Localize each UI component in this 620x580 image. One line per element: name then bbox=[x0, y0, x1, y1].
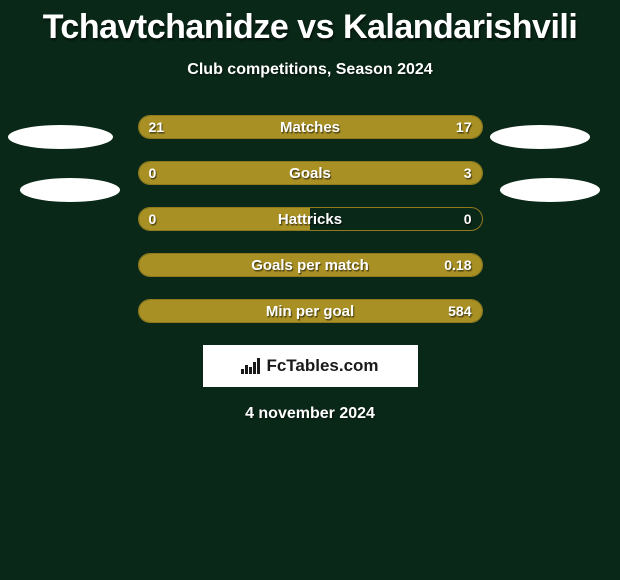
decorative-ellipse bbox=[20, 178, 120, 202]
stat-value-right: 3 bbox=[464, 162, 472, 184]
stat-value-right: 584 bbox=[448, 300, 471, 322]
decorative-ellipse bbox=[490, 125, 590, 149]
stat-row: Matches21 17 bbox=[138, 115, 483, 139]
stats-container: Matches2117Goals03Hattricks00Goals per m… bbox=[138, 115, 483, 323]
date-text: 4 november 2024 bbox=[0, 405, 620, 423]
source-badge[interactable]: FcTables.com bbox=[203, 345, 418, 387]
subtitle: Club competitions, Season 2024 bbox=[0, 61, 620, 79]
page-title: Tchavtchanidze vs Kalandarishvili bbox=[0, 0, 620, 47]
stat-label: Hattricks bbox=[139, 208, 482, 230]
stat-value-left: 0 bbox=[149, 162, 157, 184]
stat-label: Goals bbox=[139, 162, 482, 184]
stat-value-right: 0.18 bbox=[444, 254, 471, 276]
stat-row: Goals0 3 bbox=[138, 161, 483, 185]
stat-label: Matches bbox=[139, 116, 482, 138]
stat-row: Goals per match0.18 bbox=[138, 253, 483, 277]
stat-value-right: 0 bbox=[464, 208, 472, 230]
stat-value-left: 21 bbox=[149, 116, 165, 138]
stat-row: Hattricks0 0 bbox=[138, 207, 483, 231]
stat-label: Min per goal bbox=[139, 300, 482, 322]
stat-row: Min per goal584 bbox=[138, 299, 483, 323]
decorative-ellipse bbox=[500, 178, 600, 202]
stat-label: Goals per match bbox=[139, 254, 482, 276]
stat-value-right: 17 bbox=[456, 116, 472, 138]
source-badge-text: FcTables.com bbox=[266, 356, 378, 376]
stat-value-left: 0 bbox=[149, 208, 157, 230]
bar-chart-icon bbox=[241, 358, 260, 374]
decorative-ellipse bbox=[8, 125, 113, 149]
